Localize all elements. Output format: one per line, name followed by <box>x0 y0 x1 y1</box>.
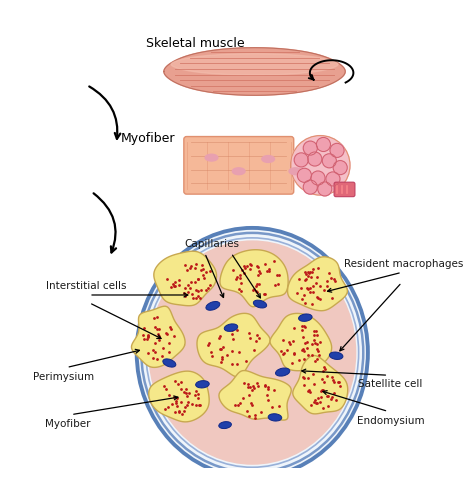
Polygon shape <box>220 250 288 307</box>
Polygon shape <box>270 314 332 371</box>
Text: Endomysium: Endomysium <box>357 415 424 425</box>
Circle shape <box>318 182 332 197</box>
Text: Skeletal muscle: Skeletal muscle <box>146 37 245 50</box>
Ellipse shape <box>163 359 176 367</box>
Ellipse shape <box>254 301 267 308</box>
Polygon shape <box>293 356 348 414</box>
Polygon shape <box>171 55 338 76</box>
Ellipse shape <box>262 156 274 163</box>
Circle shape <box>303 181 317 195</box>
Ellipse shape <box>205 155 218 162</box>
Ellipse shape <box>137 228 368 477</box>
Text: Interstitial cells: Interstitial cells <box>46 281 126 291</box>
Polygon shape <box>149 371 209 422</box>
Ellipse shape <box>232 168 245 175</box>
Text: Satellite cell: Satellite cell <box>358 378 423 389</box>
Ellipse shape <box>275 368 290 377</box>
Ellipse shape <box>148 241 356 465</box>
Ellipse shape <box>196 381 209 388</box>
Circle shape <box>333 161 347 175</box>
Circle shape <box>297 169 311 183</box>
Text: Resident macrophages: Resident macrophages <box>345 258 464 268</box>
FancyBboxPatch shape <box>334 183 355 197</box>
Polygon shape <box>164 48 345 96</box>
Circle shape <box>308 152 322 166</box>
Circle shape <box>294 153 308 167</box>
Ellipse shape <box>329 352 343 360</box>
Circle shape <box>311 172 325 186</box>
Text: Perimysium: Perimysium <box>33 371 94 381</box>
Circle shape <box>291 136 350 196</box>
FancyBboxPatch shape <box>184 137 294 195</box>
Text: Myofiber: Myofiber <box>45 419 91 428</box>
Ellipse shape <box>206 302 220 311</box>
Ellipse shape <box>224 324 238 332</box>
Ellipse shape <box>299 314 312 322</box>
Circle shape <box>303 142 317 156</box>
Circle shape <box>330 144 344 158</box>
Polygon shape <box>288 257 347 311</box>
Ellipse shape <box>289 168 302 175</box>
Polygon shape <box>197 314 270 377</box>
Ellipse shape <box>219 422 231 429</box>
Ellipse shape <box>305 157 318 164</box>
Circle shape <box>316 138 330 152</box>
Polygon shape <box>154 252 217 306</box>
Text: Capillaries: Capillaries <box>184 239 239 249</box>
Polygon shape <box>219 371 291 420</box>
Ellipse shape <box>268 414 282 421</box>
Circle shape <box>326 173 340 186</box>
Polygon shape <box>131 306 185 368</box>
Circle shape <box>322 154 337 168</box>
Text: Myofiber: Myofiber <box>121 132 175 144</box>
